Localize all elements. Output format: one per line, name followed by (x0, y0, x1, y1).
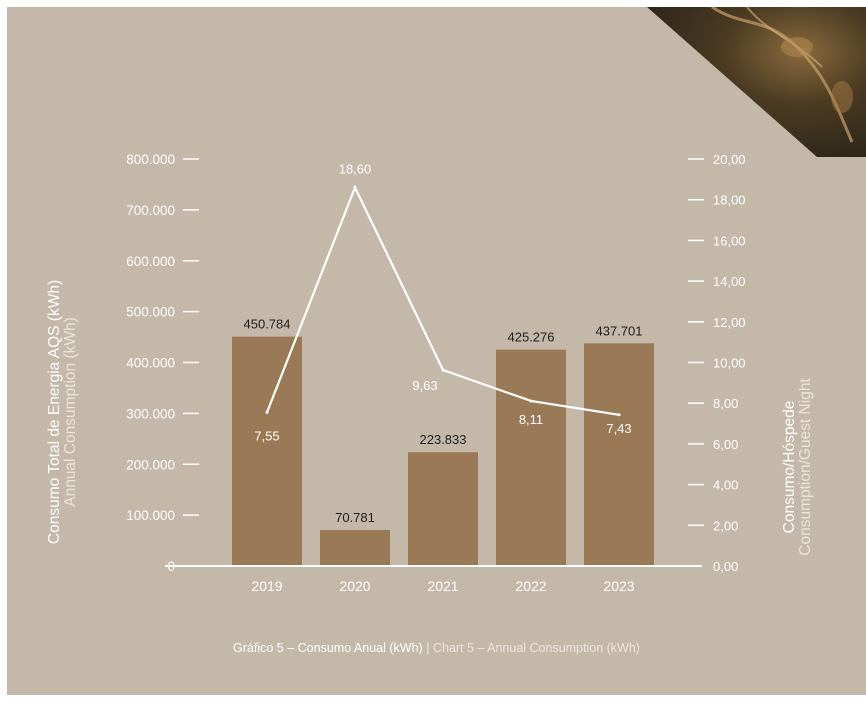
y-right-tick-label: 2,00 (713, 518, 738, 533)
bar-value-label: 223.833 (420, 432, 467, 447)
y-right-axis-title: Consumo/Hóspede Consumption/Guest Night (781, 378, 814, 556)
y-right-label: Consumo/Hóspede (781, 401, 798, 534)
y-left-tick-label: 200.000 (126, 457, 175, 472)
y-right-tick-label: 20,00 (713, 152, 746, 167)
y-left-tick-label: 300.000 (126, 406, 175, 421)
consumption-per-guest-line (265, 184, 620, 416)
y-left-tick-label: 500.000 (126, 305, 175, 320)
y-right-tick-label: 12,00 (713, 315, 746, 330)
bar-2020 (320, 529, 390, 566)
y-left-axis-title: Consumo Total de Energia AQS (kWh) Annual… (46, 280, 79, 544)
bar-value-label: 450.784 (244, 317, 291, 332)
y-right-tick-label: 6,00 (713, 437, 738, 452)
y-right-tick-label: 0,00 (713, 559, 738, 574)
plant-photo-corner (647, 7, 866, 157)
line-point (353, 185, 357, 189)
bar-2019 (232, 336, 302, 566)
y-left-tick-label: 600.000 (126, 254, 175, 269)
line-point (441, 368, 445, 372)
x-tick-label: 2021 (427, 578, 458, 594)
y-right-tick-label: 16,00 (713, 233, 746, 248)
chart-panel: 2019 2020 2021 2022 2023 0 100.000 200.000 300.0… (7, 7, 866, 695)
line-point (529, 399, 533, 403)
x-tick-label: 2023 (603, 578, 634, 594)
x-tick-label: 2022 (515, 578, 546, 594)
bar-value-label: 437.701 (596, 323, 643, 338)
y-right-tick-label: 10,00 (713, 356, 746, 371)
y-left-sublabel: Annual Consumption (kWh) (62, 317, 79, 507)
line-value-label: 8,11 (519, 412, 543, 427)
y-left-tick-label: 700.000 (126, 203, 175, 218)
x-tick-label: 2020 (339, 578, 370, 594)
bar-2023 (584, 343, 654, 566)
bar-2022 (496, 349, 566, 566)
y-left-tick-label: 800.000 (126, 152, 175, 167)
y-left-tick-label: 400.000 (126, 356, 175, 371)
y-left-tick-label: 0 (167, 559, 175, 574)
chart-caption: Gráfico 5 – Consumo Anual (kWh) | Chart … (7, 641, 866, 655)
caption-separator: | (426, 641, 430, 655)
line-point (617, 413, 621, 417)
y-right-tick-label: 14,00 (713, 274, 746, 289)
line-value-label: 9,63 (412, 378, 437, 393)
caption-pt: Gráfico 5 – Consumo Anual (kWh) (233, 641, 423, 655)
line-value-label: 18,60 (339, 161, 372, 176)
y-left-label: Consumo Total de Energia AQS (kWh) (46, 280, 63, 544)
y-left-tick-label: 100.000 (126, 508, 175, 523)
y-right-sublabel: Consumption/Guest Night (797, 378, 814, 556)
y-right-tick-label: 8,00 (713, 396, 738, 411)
chart-svg: 2019 2020 2021 2022 2023 0 100.000 200.000 300.0… (46, 7, 866, 594)
y-right-tick-label: 4,00 (713, 478, 738, 493)
line-value-label: 7,55 (254, 428, 279, 443)
bar-2021 (408, 452, 478, 566)
caption-en: Chart 5 – Annual Consumption (kWh) (432, 641, 640, 655)
line-point (265, 410, 269, 414)
x-tick-label: 2019 (251, 578, 282, 594)
line-value-label: 7,43 (606, 421, 631, 436)
bar-value-label: 425.276 (508, 330, 555, 345)
y-right-tick-label: 18,00 (713, 193, 746, 208)
bar-value-label: 70.781 (335, 510, 375, 525)
